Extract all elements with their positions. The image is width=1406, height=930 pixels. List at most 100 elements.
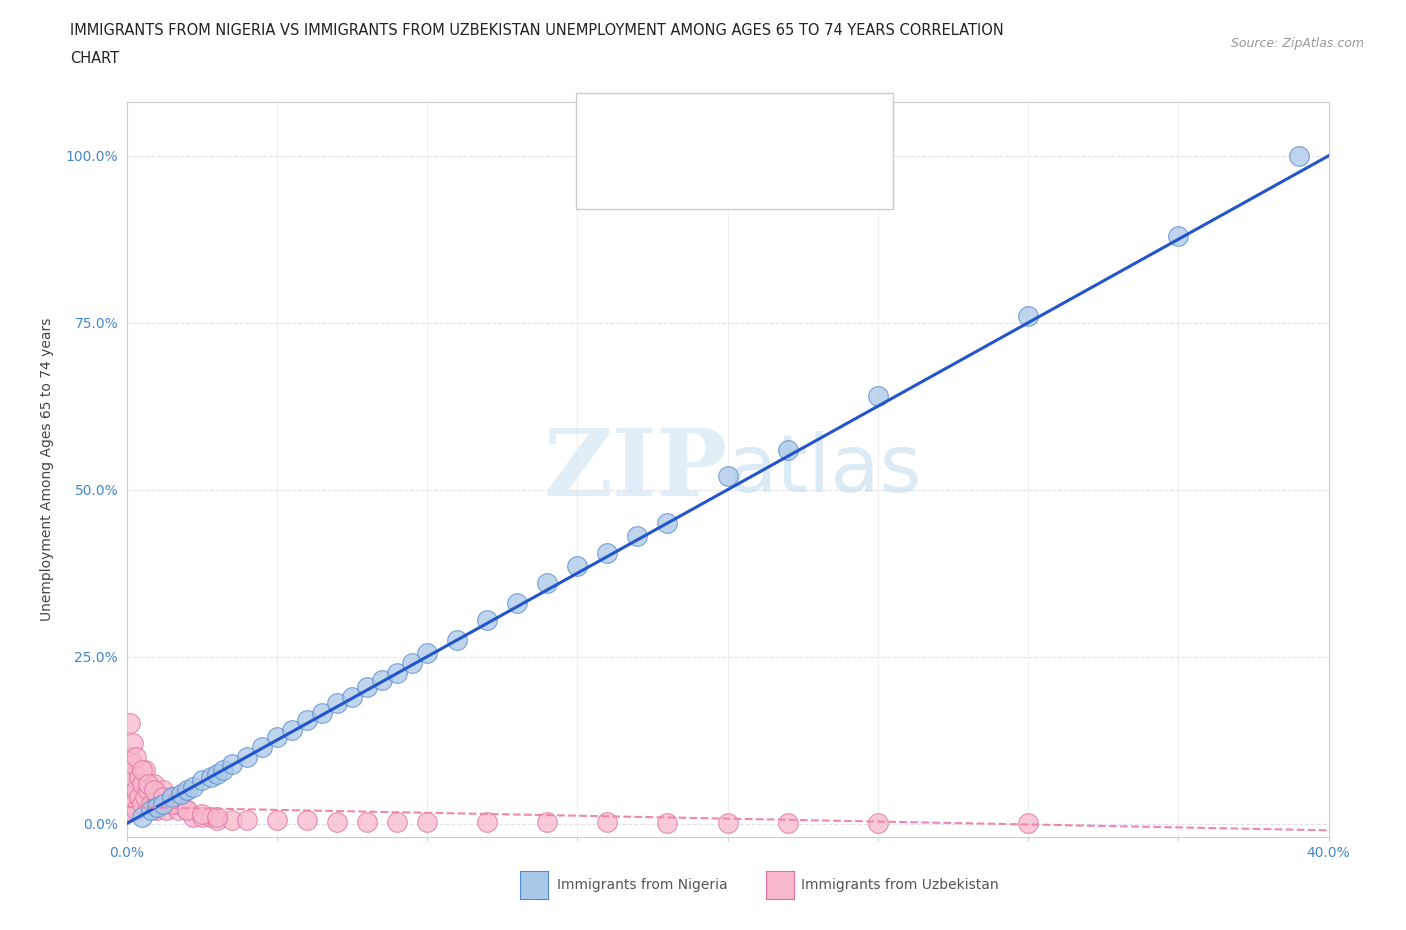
Point — [152, 796, 174, 811]
Point — [134, 763, 156, 777]
Point — [221, 813, 243, 828]
Point — [596, 546, 619, 561]
Point — [205, 813, 228, 828]
Point — [211, 763, 233, 777]
Point — [121, 769, 143, 784]
Point — [121, 796, 143, 811]
Point — [567, 559, 589, 574]
Point — [124, 803, 146, 817]
Point — [124, 783, 146, 798]
Point — [326, 696, 349, 711]
Point — [326, 814, 349, 829]
Point — [115, 763, 138, 777]
Point — [1288, 148, 1310, 163]
Point — [356, 814, 378, 829]
Point — [136, 783, 159, 798]
Point — [200, 809, 222, 824]
Point — [131, 763, 153, 777]
Point — [311, 706, 333, 721]
Point — [190, 809, 212, 824]
Point — [205, 809, 228, 824]
Point — [136, 777, 159, 791]
Point — [131, 809, 153, 824]
Point — [235, 813, 259, 828]
Point — [1167, 229, 1189, 244]
Point — [866, 816, 889, 830]
Point — [1017, 309, 1039, 324]
Point — [385, 814, 408, 829]
Point — [145, 803, 167, 817]
Point — [371, 672, 394, 687]
Point — [657, 515, 679, 530]
Point — [118, 790, 141, 804]
Point — [176, 783, 198, 798]
Point — [181, 809, 204, 824]
Point — [145, 800, 167, 815]
Point — [250, 739, 273, 754]
Point — [169, 786, 191, 801]
Point — [401, 656, 423, 671]
Point — [142, 777, 165, 791]
Point — [536, 815, 558, 830]
Point — [145, 790, 167, 804]
Point — [446, 632, 468, 647]
Point — [134, 790, 156, 804]
Y-axis label: Unemployment Among Ages 65 to 74 years: Unemployment Among Ages 65 to 74 years — [41, 318, 55, 621]
Point — [155, 803, 177, 817]
Point — [416, 815, 439, 830]
Point — [139, 796, 162, 811]
Text: Source: ZipAtlas.com: Source: ZipAtlas.com — [1230, 37, 1364, 50]
Point — [118, 777, 141, 791]
Point — [139, 803, 162, 817]
Point — [176, 803, 198, 817]
Point — [295, 712, 318, 727]
Point — [121, 736, 143, 751]
Point — [866, 389, 889, 404]
Point — [475, 815, 498, 830]
Point — [115, 783, 138, 798]
Point — [235, 750, 259, 764]
Text: Immigrants from Nigeria: Immigrants from Nigeria — [557, 878, 727, 893]
Point — [416, 645, 439, 660]
Point — [128, 769, 150, 784]
Point — [160, 790, 183, 804]
Point — [190, 773, 212, 788]
Point — [160, 790, 183, 804]
Point — [169, 796, 191, 811]
Point — [281, 723, 304, 737]
Point — [266, 813, 288, 828]
Point — [536, 576, 558, 591]
Point — [166, 803, 188, 817]
Point — [626, 529, 648, 544]
Point — [131, 777, 153, 791]
Point — [266, 729, 288, 744]
Point — [142, 783, 165, 798]
Text: ZIP: ZIP — [543, 425, 728, 514]
Point — [776, 442, 799, 457]
Text: IMMIGRANTS FROM NIGERIA VS IMMIGRANTS FROM UZBEKISTAN UNEMPLOYMENT AMONG AGES 65: IMMIGRANTS FROM NIGERIA VS IMMIGRANTS FR… — [70, 23, 1004, 38]
Point — [118, 716, 141, 731]
Point — [160, 796, 183, 811]
Point — [121, 756, 143, 771]
Point — [152, 790, 174, 804]
Point — [340, 689, 363, 704]
Point — [385, 666, 408, 681]
Text: R = -0.06   N =  61: R = -0.06 N = 61 — [645, 162, 790, 177]
Text: atlas: atlas — [728, 431, 922, 509]
Point — [506, 596, 529, 611]
Point — [115, 803, 138, 817]
Point — [181, 779, 204, 794]
Point — [152, 783, 174, 798]
Point — [596, 815, 619, 830]
Point — [124, 750, 146, 764]
Point — [356, 679, 378, 694]
Point — [118, 750, 141, 764]
Point — [657, 816, 679, 830]
Point — [716, 816, 740, 830]
Point — [149, 796, 172, 811]
Point — [221, 756, 243, 771]
Point — [295, 813, 318, 828]
Point — [716, 469, 740, 484]
Point — [128, 790, 150, 804]
Point — [190, 806, 212, 821]
